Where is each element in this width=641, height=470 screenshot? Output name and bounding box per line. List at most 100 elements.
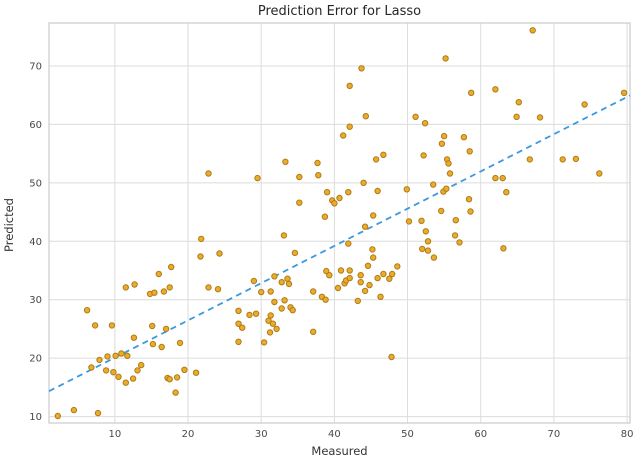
data-point xyxy=(104,353,111,360)
data-point xyxy=(362,113,369,120)
data-point xyxy=(388,353,395,361)
data-point xyxy=(466,148,473,155)
data-point xyxy=(337,267,345,274)
data-point xyxy=(442,55,449,62)
x-tick-label: 80 xyxy=(621,429,634,440)
data-point xyxy=(405,218,413,225)
data-point xyxy=(452,217,459,224)
data-point xyxy=(430,181,437,188)
data-point xyxy=(278,279,285,286)
data-point xyxy=(94,409,102,417)
data-point xyxy=(250,277,258,285)
data-point xyxy=(559,156,566,163)
data-point xyxy=(181,366,188,373)
data-point xyxy=(346,82,353,90)
data-point xyxy=(124,352,131,359)
data-point xyxy=(112,352,119,359)
data-point xyxy=(424,238,432,245)
data-point xyxy=(340,132,347,139)
y-tick-label: 30 xyxy=(29,295,42,306)
data-point xyxy=(205,170,212,177)
data-point xyxy=(572,155,580,163)
data-point xyxy=(310,288,317,295)
data-point xyxy=(134,367,141,374)
y-tick-label: 70 xyxy=(29,61,42,72)
data-point xyxy=(271,298,278,306)
chart-title: Prediction Error for Lasso xyxy=(257,4,422,19)
data-point xyxy=(260,339,268,346)
data-point xyxy=(118,350,125,357)
data-point xyxy=(267,312,274,319)
data-point xyxy=(536,114,544,121)
data-point xyxy=(108,322,116,329)
data-point xyxy=(280,232,288,239)
data-point xyxy=(443,185,450,192)
data-point xyxy=(421,120,429,127)
data-point xyxy=(380,270,387,278)
data-point xyxy=(173,374,181,381)
data-point xyxy=(273,325,280,333)
data-point xyxy=(192,369,200,376)
data-point xyxy=(284,275,291,282)
data-point xyxy=(346,123,353,130)
data-point xyxy=(198,235,205,243)
data-point xyxy=(166,284,173,291)
x-tick-label: 20 xyxy=(182,429,195,440)
data-point xyxy=(526,156,533,163)
data-point xyxy=(138,361,145,369)
data-point xyxy=(596,170,603,177)
data-point xyxy=(370,254,377,261)
data-point xyxy=(83,307,91,314)
data-point xyxy=(422,228,429,235)
data-point xyxy=(155,270,163,278)
x-tick-label: 70 xyxy=(548,429,561,440)
data-point xyxy=(176,339,184,347)
data-point xyxy=(357,279,364,286)
data-point xyxy=(91,322,99,329)
data-point xyxy=(513,113,520,121)
data-point xyxy=(160,288,168,295)
data-point xyxy=(465,196,473,203)
data-point xyxy=(467,208,474,215)
data-point xyxy=(323,189,331,196)
data-point xyxy=(499,174,506,182)
data-point xyxy=(246,311,253,319)
data-point xyxy=(369,246,376,253)
data-point xyxy=(235,320,242,327)
data-point xyxy=(424,247,432,254)
data-point xyxy=(322,296,329,303)
data-point xyxy=(346,267,353,274)
data-point xyxy=(419,245,426,253)
data-point xyxy=(310,328,317,335)
x-tick-label: 50 xyxy=(401,429,414,440)
data-point xyxy=(326,272,333,279)
data-point xyxy=(430,254,438,261)
data-point xyxy=(269,320,277,327)
data-point xyxy=(492,86,499,93)
plot-border xyxy=(48,22,631,424)
data-point xyxy=(110,369,117,376)
x-tick-label: 60 xyxy=(474,429,487,440)
data-point xyxy=(364,262,372,269)
data-point xyxy=(515,99,522,106)
data-point xyxy=(451,232,459,239)
data-point xyxy=(216,250,223,257)
data-point xyxy=(374,187,381,195)
data-point xyxy=(345,240,352,247)
data-point xyxy=(360,179,367,187)
data-point xyxy=(296,199,303,206)
data-point xyxy=(265,317,272,324)
data-point xyxy=(205,284,212,291)
data-point xyxy=(151,289,158,296)
data-point xyxy=(321,213,329,220)
data-point xyxy=(366,281,373,289)
data-point xyxy=(500,245,507,252)
data-point xyxy=(168,263,175,271)
data-point xyxy=(323,267,330,275)
y-tick-label: 10 xyxy=(29,412,42,423)
data-point xyxy=(54,412,61,420)
data-point xyxy=(456,239,463,246)
data-point xyxy=(96,356,103,364)
data-point xyxy=(278,305,285,312)
